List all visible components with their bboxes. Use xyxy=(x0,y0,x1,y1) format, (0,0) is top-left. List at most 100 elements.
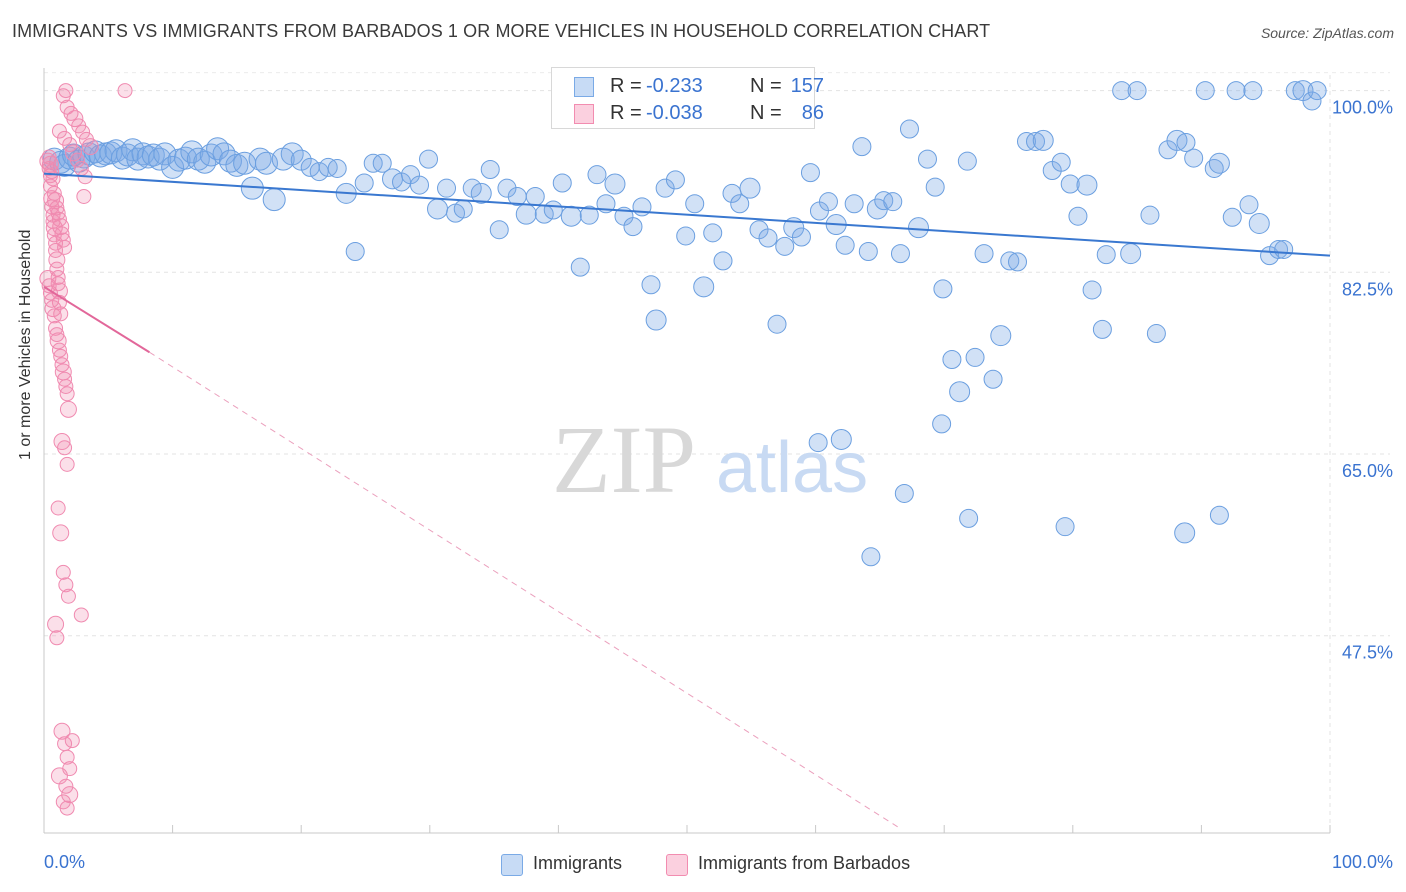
point-immigrants xyxy=(1060,174,1080,194)
point-immigrants xyxy=(693,276,715,298)
point-immigrants xyxy=(552,173,572,193)
point-barbados xyxy=(57,239,73,255)
point-barbados xyxy=(73,607,89,623)
r-value: -0.038 xyxy=(646,102,703,124)
point-barbados xyxy=(54,357,70,373)
point-barbados xyxy=(49,200,65,216)
point-immigrants xyxy=(1226,81,1246,101)
point-immigrants xyxy=(983,369,1003,389)
point-immigrants xyxy=(1112,81,1132,101)
watermark: ZIP atlas xyxy=(552,406,868,513)
trend-lines xyxy=(43,172,1331,829)
legend-label: Immigrants from Barbados xyxy=(698,853,911,873)
y-tick-label: 65.0% xyxy=(1342,461,1393,481)
point-immigrants xyxy=(1239,195,1259,215)
point-immigrants xyxy=(1082,280,1102,300)
point-immigrants xyxy=(1208,152,1230,174)
point-immigrants xyxy=(1176,132,1196,152)
chart-title: IMMIGRANTS VS IMMIGRANTS FROM BARBADOS 1… xyxy=(12,21,991,41)
point-immigrants xyxy=(1248,212,1270,234)
point-immigrants xyxy=(560,205,582,227)
point-immigrants xyxy=(1209,505,1229,525)
point-immigrants xyxy=(372,153,392,173)
point-immigrants xyxy=(1120,243,1142,265)
legend-swatch-pink xyxy=(666,854,688,876)
point-immigrants xyxy=(1092,319,1112,339)
point-immigrants xyxy=(1174,522,1196,544)
n-label: N = xyxy=(750,102,782,124)
point-immigrants xyxy=(604,173,626,195)
point-immigrants xyxy=(1269,239,1289,259)
point-immigrants xyxy=(907,217,929,239)
r-label: R = xyxy=(610,75,642,97)
point-barbados xyxy=(51,211,67,227)
point-immigrants xyxy=(703,223,723,243)
point-immigrants xyxy=(1032,129,1054,151)
point-immigrants xyxy=(917,149,937,169)
point-immigrants xyxy=(830,428,852,450)
point-immigrants xyxy=(739,177,761,199)
trend-line-barbados xyxy=(43,285,150,354)
point-immigrants xyxy=(1000,251,1020,271)
point-immigrants xyxy=(1184,148,1204,168)
point-barbados xyxy=(60,588,76,604)
point-immigrants xyxy=(1243,81,1263,101)
point-immigrants xyxy=(641,275,661,295)
y-tick-label: 82.5% xyxy=(1342,279,1393,299)
trend-line-immigrants xyxy=(43,172,1331,257)
point-immigrants xyxy=(949,381,971,403)
point-barbados xyxy=(48,320,64,336)
point-barbados xyxy=(57,440,73,456)
point-immigrants xyxy=(354,173,374,193)
tick-labels: 100.0% 82.5% 65.0% 47.5% 0.0% 100.0% xyxy=(44,98,1393,872)
legend-label: Immigrants xyxy=(533,853,623,873)
point-immigrants xyxy=(1195,81,1215,101)
point-immigrants xyxy=(933,279,953,299)
point-immigrants xyxy=(453,199,473,219)
point-immigrants xyxy=(957,151,977,171)
point-immigrants xyxy=(161,155,185,179)
point-immigrants xyxy=(199,143,223,167)
point-immigrants xyxy=(225,153,249,177)
point-barbados xyxy=(51,342,67,358)
point-immigrants xyxy=(775,236,795,256)
point-immigrants xyxy=(925,177,945,197)
point-immigrants xyxy=(1127,81,1147,101)
n-value: 157 xyxy=(790,75,824,97)
point-barbados xyxy=(62,137,78,153)
point-immigrants xyxy=(1055,517,1075,537)
point-immigrants xyxy=(1051,152,1071,172)
r-label: R = xyxy=(610,102,642,124)
point-barbados xyxy=(64,733,80,749)
point-immigrants xyxy=(470,182,492,204)
point-immigrants xyxy=(758,228,778,248)
stats-legend: R = -0.233 N = 157 R = -0.038 N = 86 xyxy=(551,67,824,129)
point-immigrants xyxy=(899,119,919,139)
point-barbados xyxy=(69,152,85,168)
point-immigrants xyxy=(800,163,820,183)
legend-swatch-blue xyxy=(501,854,523,876)
point-immigrants xyxy=(570,257,590,277)
point-immigrants xyxy=(587,165,607,185)
point-immigrants xyxy=(1307,81,1327,101)
point-immigrants xyxy=(579,205,599,225)
point-immigrants xyxy=(767,314,787,334)
point-immigrants xyxy=(141,143,165,167)
point-immigrants xyxy=(1096,245,1116,265)
n-value: 86 xyxy=(801,102,824,124)
point-immigrants xyxy=(858,242,878,262)
point-barbados xyxy=(57,130,73,146)
point-barbados xyxy=(66,110,84,128)
point-immigrants xyxy=(665,170,685,190)
point-barbados xyxy=(59,400,77,418)
point-barbados xyxy=(50,500,66,516)
point-immigrants xyxy=(1008,252,1028,272)
point-barbados xyxy=(58,83,74,99)
point-immigrants xyxy=(497,178,517,198)
point-immigrants xyxy=(861,547,881,567)
x-tick-label: 100.0% xyxy=(1332,852,1393,872)
point-immigrants xyxy=(1146,324,1166,344)
n-label: N = xyxy=(750,75,782,97)
point-immigrants xyxy=(835,235,855,255)
point-barbados xyxy=(117,83,133,99)
